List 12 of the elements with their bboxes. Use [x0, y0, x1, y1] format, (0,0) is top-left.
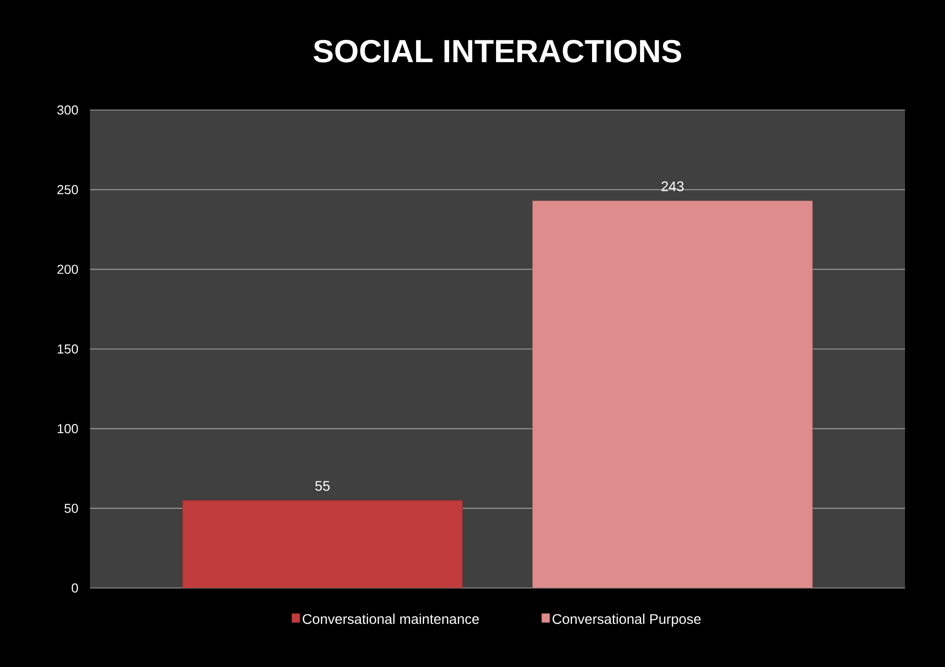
- legend-label: Conversational maintenance: [302, 614, 479, 624]
- y-tick-label: 0: [72, 583, 78, 593]
- y-tick-label: 150: [58, 344, 78, 354]
- data-label: 243: [662, 181, 684, 192]
- y-tick-label: 200: [57, 264, 78, 274]
- chart-title: SOCIAL INTERACTIONS: [314, 40, 682, 62]
- y-tick-label: 250: [57, 185, 78, 194]
- y-tick-label: 100: [58, 424, 78, 434]
- y-tick-label: 300: [57, 105, 78, 115]
- legend-label: Conversational Purpose: [552, 614, 701, 627]
- y-tick-label: 50: [64, 504, 78, 513]
- data-label: 55: [315, 481, 330, 491]
